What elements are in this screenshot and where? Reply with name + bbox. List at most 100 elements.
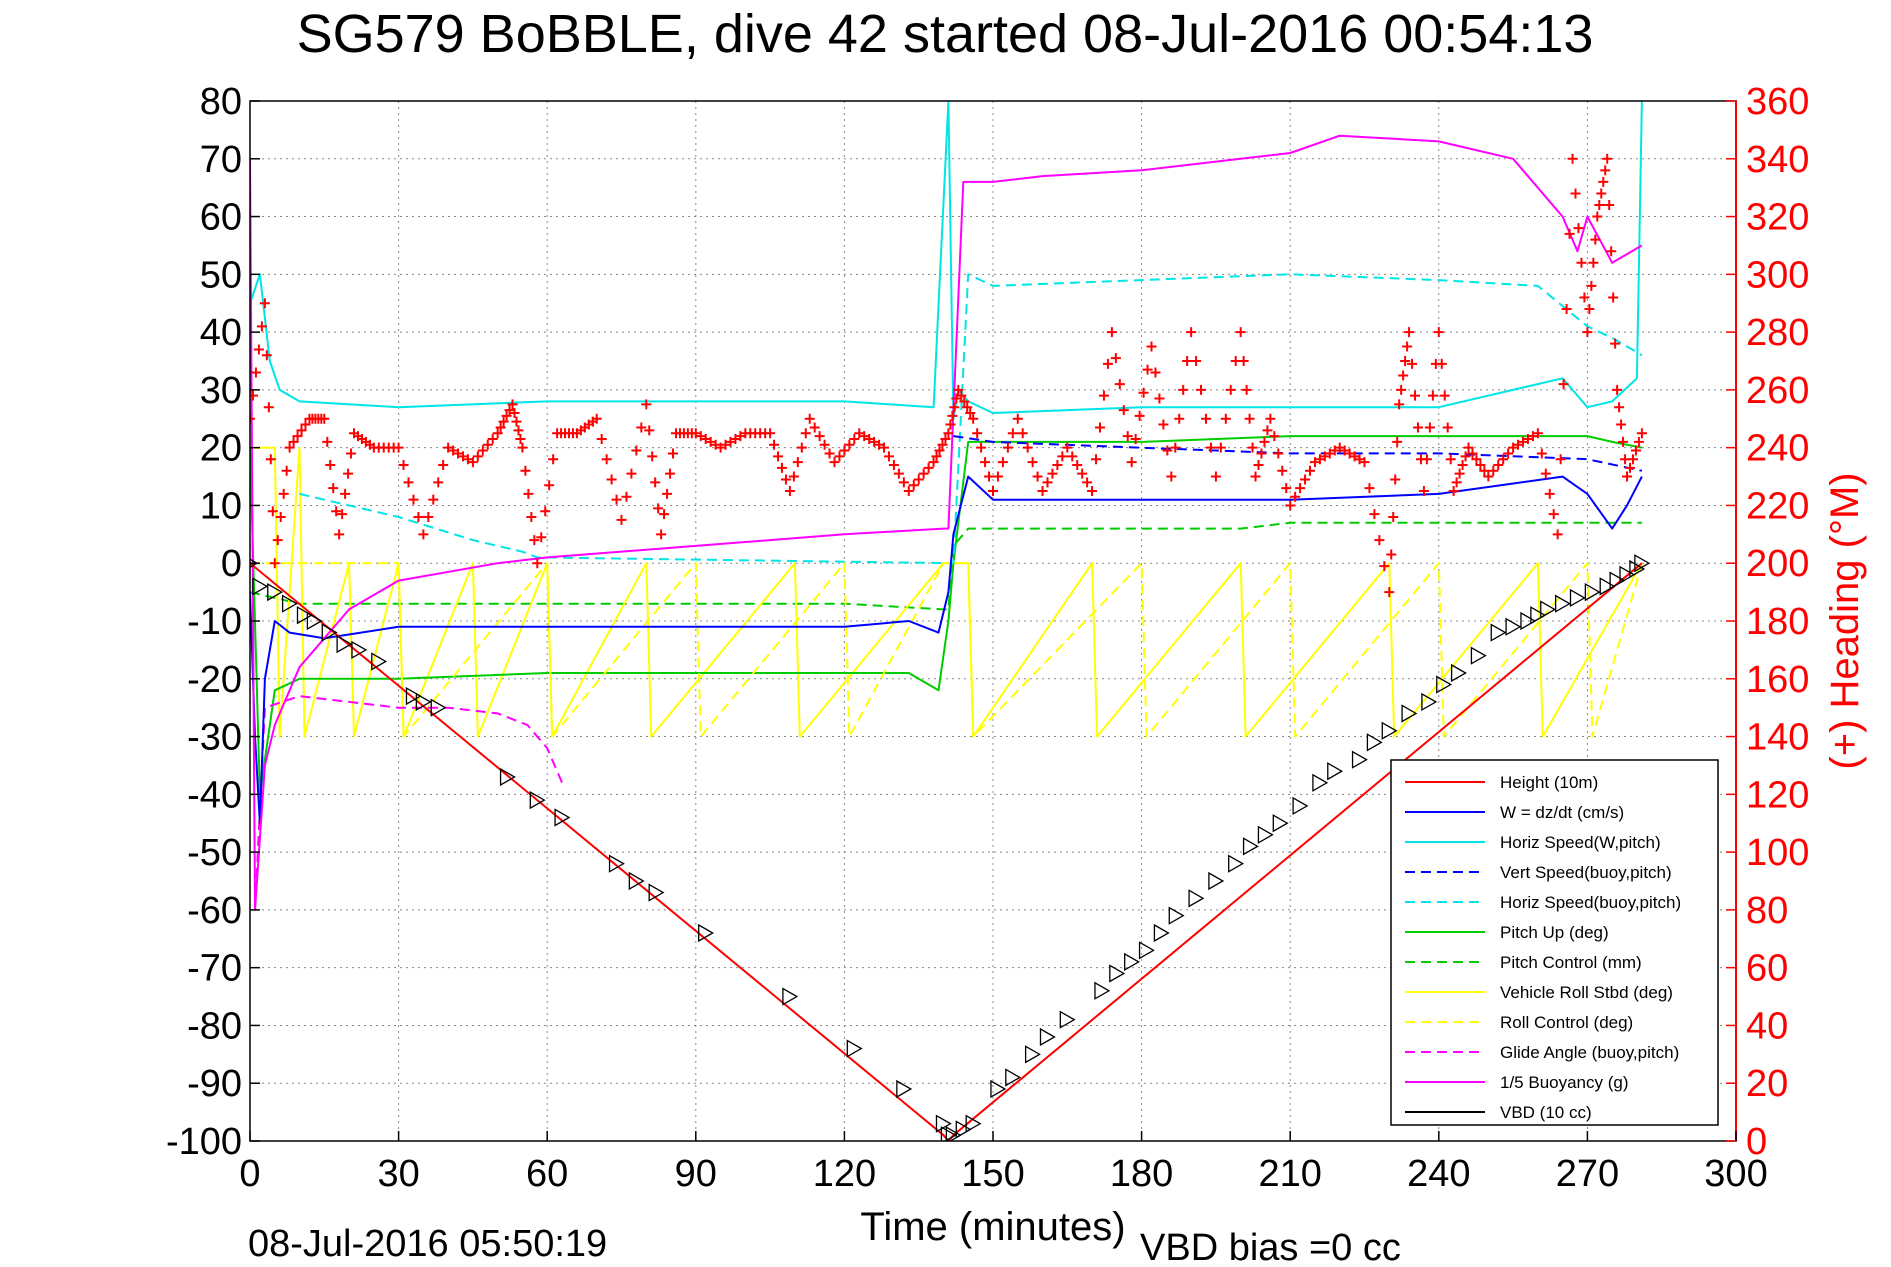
heading-point [1027,457,1038,468]
position-marker [1366,733,1383,752]
heading-point [1584,304,1595,314]
heading-point [325,460,336,470]
legend-label: 1/5 Buoyancy (g) [1500,1073,1629,1092]
position-marker [1059,1010,1076,1029]
heading-point [1576,257,1587,268]
heading-point [984,471,995,482]
heading-point [393,442,404,453]
heading-point [1402,341,1413,352]
heading-point [1460,451,1471,462]
heading-point [945,419,956,430]
heading-point [532,558,543,569]
heading-point [968,413,979,424]
series-line [250,521,1642,611]
y-tick-label: -70 [187,948,242,990]
y-right-tick-label: 60 [1746,948,1788,990]
position-marker [1401,704,1418,723]
heading-point [819,439,830,450]
heading-point [601,454,612,465]
position-marker [1436,675,1453,694]
heading-point [1295,483,1306,494]
position-marker [1005,1068,1022,1087]
x-tick-label: 270 [1556,1153,1619,1195]
heading-point [1493,460,1504,470]
legend-label: Height (10m) [1500,773,1598,792]
heading-point [644,425,655,436]
x-tick-label: 90 [675,1153,717,1195]
heading-point [591,413,602,424]
position-marker [1153,923,1170,943]
heading-point [879,442,890,453]
heading-point [408,494,419,505]
position-marker [1109,964,1126,983]
heading-point [1130,434,1141,444]
heading-point [965,408,976,418]
heading-point [1022,442,1033,453]
heading-point [1082,477,1093,488]
heading-point [1413,422,1423,433]
heading-point [1091,454,1102,465]
legend-label: Horiz Speed(W,pitch) [1500,833,1661,852]
heading-point [1182,356,1193,366]
position-marker [1450,663,1467,683]
y-right-tick-label: 200 [1746,543,1809,585]
position-marker [1039,1027,1056,1047]
heading-point [992,471,1003,482]
heading-point [631,445,642,456]
y-right-tick-label: 340 [1746,139,1809,181]
heading-point [501,410,512,421]
position-marker [1124,952,1141,972]
heading-point [1138,387,1149,398]
heading-point [1608,292,1619,303]
heading-point [292,431,303,442]
heading-point [1290,491,1301,502]
heading-point [331,506,342,517]
position-marker [608,854,625,873]
heading-point [253,344,264,355]
heading-point [1594,200,1605,210]
legend-label: Pitch Up (deg) [1500,923,1609,942]
heading-point [636,422,647,433]
heading-point [1037,486,1048,496]
heading-point [1087,486,1098,496]
y-right-tick-label: 40 [1746,1005,1788,1047]
position-marker [1554,594,1571,613]
position-marker [1599,577,1616,596]
heading-point [1616,419,1627,430]
heading-point [959,396,970,407]
series-layer [250,101,1643,1141]
heading-point [1586,280,1597,291]
heading-point [1588,257,1599,268]
heading-point [1102,358,1113,369]
y-right-tick-label: 160 [1746,659,1809,701]
heading-point [1042,477,1053,488]
heading-point [322,436,333,447]
heading-point [1471,454,1482,465]
heading-point [1392,436,1403,447]
heading-point [507,399,518,410]
heading-point [423,512,434,522]
heading-point [300,419,311,430]
heading-point [1235,327,1246,338]
heading-point [1364,483,1375,494]
heading-point [814,431,825,442]
heading-point [1636,428,1647,439]
heading-point [1126,457,1137,468]
position-marker [1520,611,1537,631]
legend-label: VBD (10 cc) [1500,1103,1592,1122]
heading-point [1269,431,1280,442]
heading-point [498,416,509,427]
heading-point [1062,442,1073,453]
x-tick-label: 150 [961,1153,1024,1195]
heading-point [403,477,414,488]
heading-point [1072,460,1083,470]
y-tick-label: -90 [187,1063,242,1105]
heading-point [1439,390,1450,401]
y-right-tick-label: 140 [1746,717,1809,759]
y-right-tick-label: 260 [1746,370,1809,412]
heading-point [1225,384,1236,395]
heading-point [413,512,424,522]
heading-point [913,474,924,485]
heading-point [1479,465,1490,476]
position-marker [306,611,323,631]
